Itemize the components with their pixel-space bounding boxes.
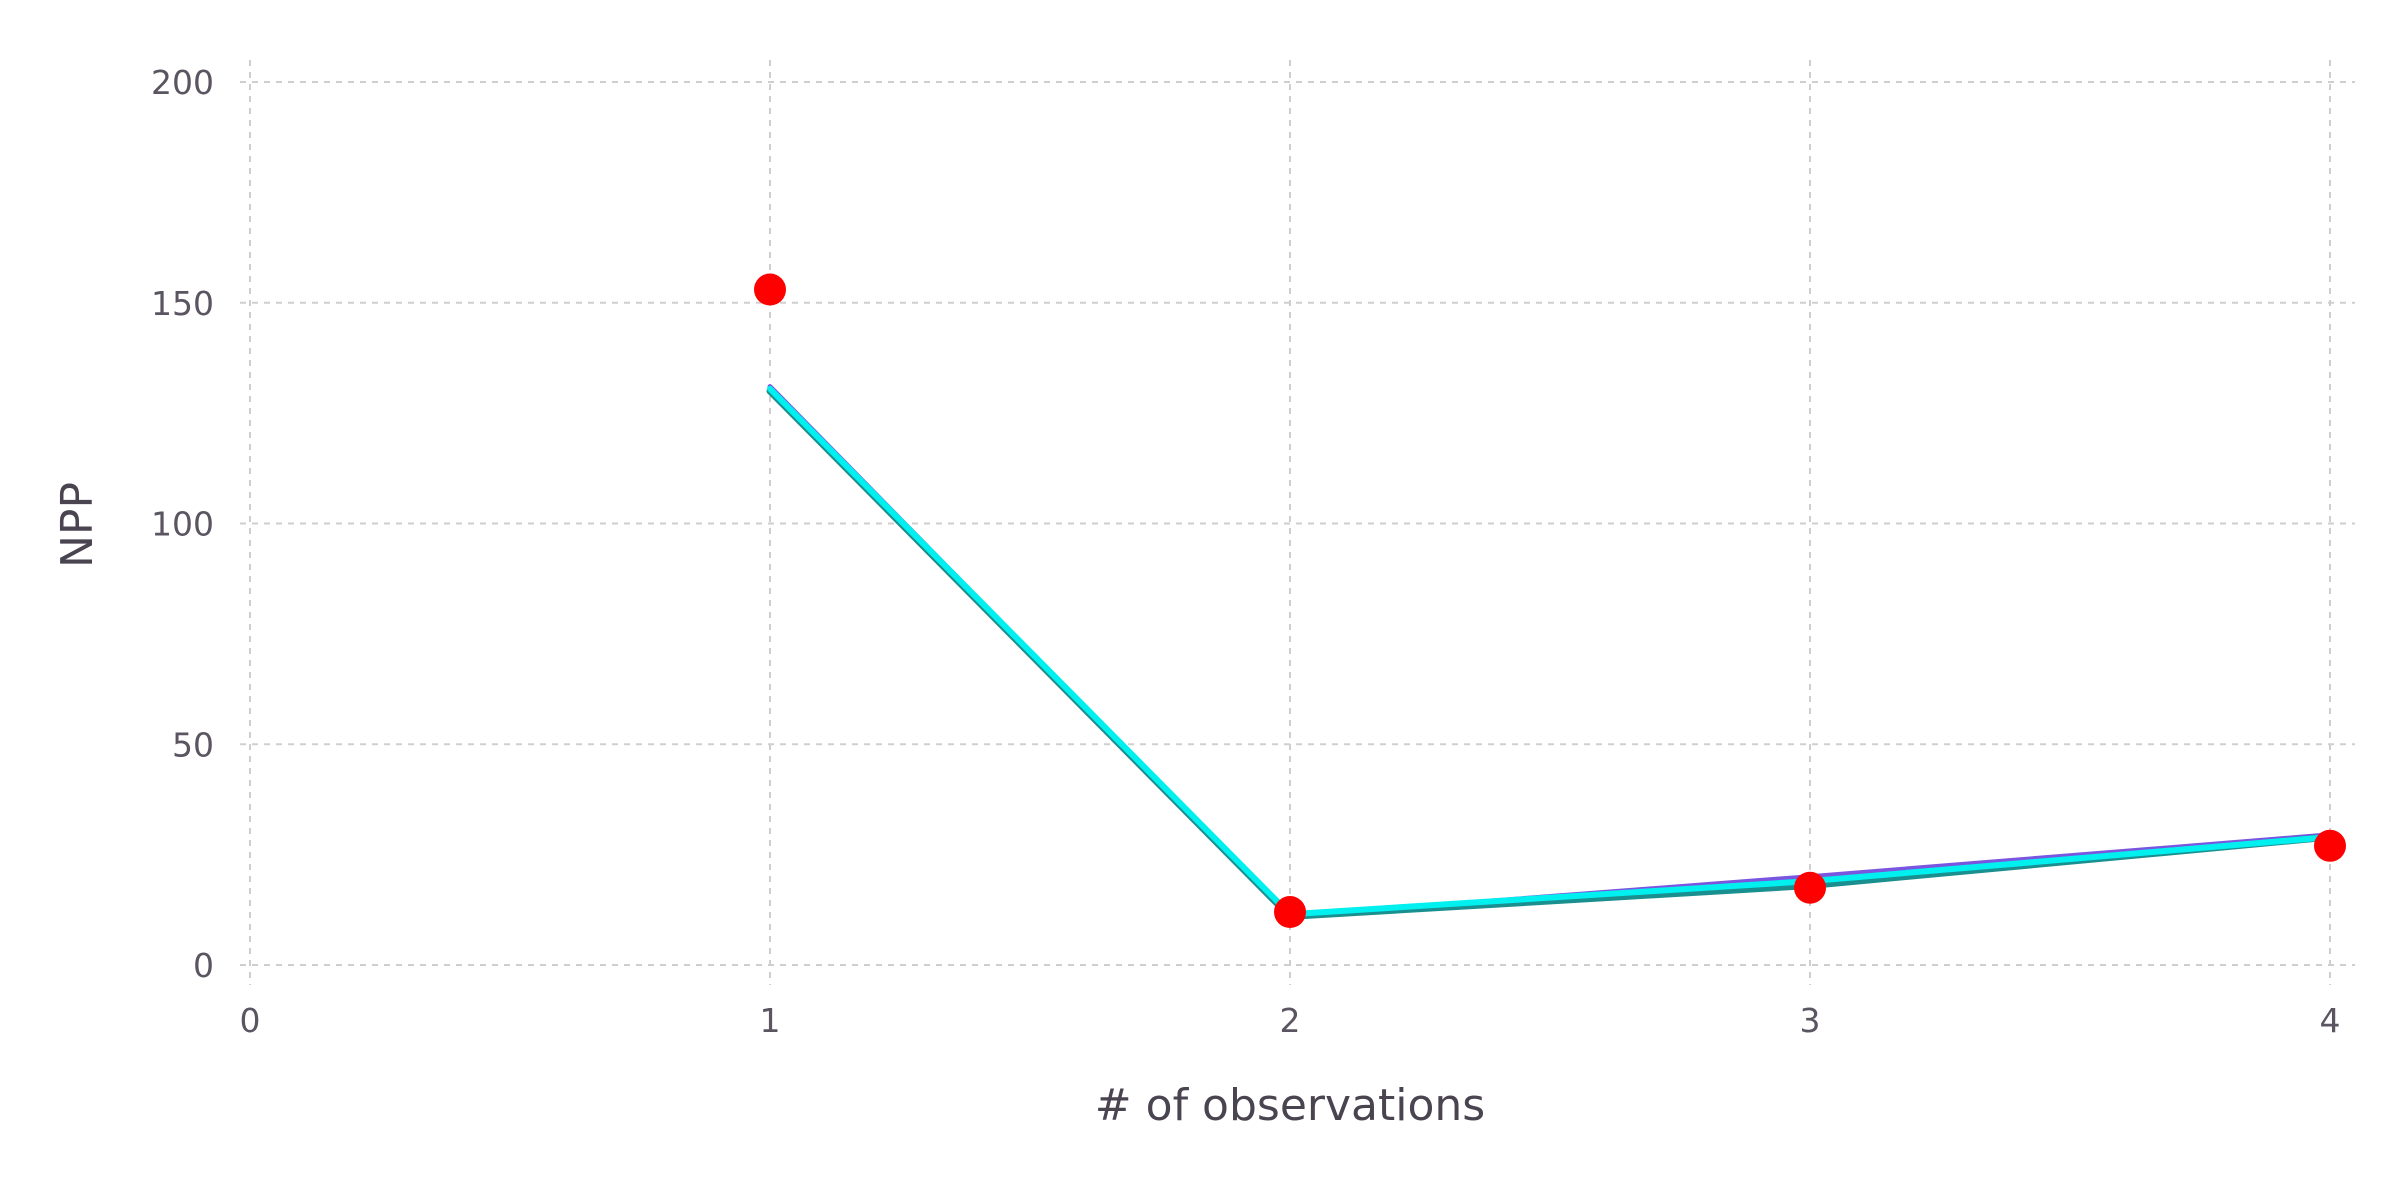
data-point-0 <box>754 273 786 306</box>
y-axis-title: NPP <box>52 482 103 568</box>
y-tick-label-2: 100 <box>151 505 214 544</box>
series-line-0 <box>767 384 2333 919</box>
data-point-1 <box>1274 896 1306 929</box>
series-line-2 <box>767 385 2333 918</box>
x-axis-title: # of observations <box>1095 1080 1485 1131</box>
y-tick-label-4: 200 <box>151 63 214 102</box>
data-point-2 <box>1794 871 1826 904</box>
x-tick-label-4: 4 <box>2320 1001 2341 1040</box>
x-tick-label-3: 3 <box>1800 1001 1821 1040</box>
series-line-1 <box>766 387 2334 920</box>
x-tick-label-1: 1 <box>760 1001 781 1040</box>
tick-labels: 0 1 2 3 4 0 50 100 150 200 <box>151 63 2341 1040</box>
x-tick-label-2: 2 <box>1280 1001 1301 1040</box>
y-tick-label-1: 50 <box>172 725 214 764</box>
data-point-3 <box>2314 829 2346 862</box>
series-layer <box>766 384 2334 920</box>
points-layer <box>754 273 2346 929</box>
x-tick-label-0: 0 <box>240 1001 261 1040</box>
grid <box>240 60 2355 985</box>
y-tick-label-0: 0 <box>193 946 214 985</box>
y-tick-label-3: 150 <box>151 284 214 323</box>
